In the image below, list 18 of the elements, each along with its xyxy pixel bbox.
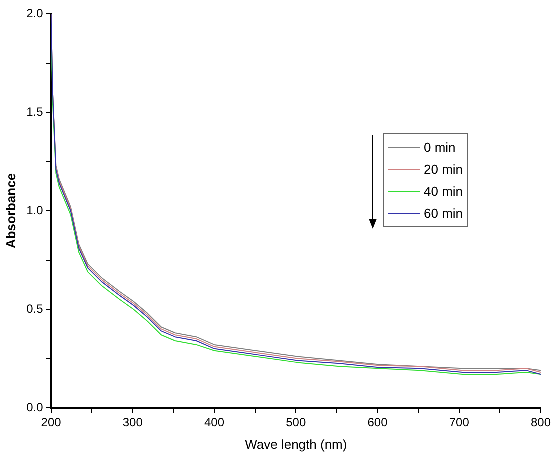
y-tick-label: 1.0 (26, 203, 44, 218)
legend-label: 0 min (424, 140, 456, 154)
x-tick-label: 200 (41, 416, 62, 430)
x-tick-label: 300 (122, 416, 144, 430)
y-tick-label: 1.5 (26, 104, 44, 119)
x-tick-label: 500 (286, 416, 306, 430)
x-tick-label: 800 (530, 416, 552, 430)
y-axis-title: Absorbance (3, 173, 18, 249)
x-axis-title: Wave length (nm) (245, 436, 348, 452)
y-tick-label: 0.0 (26, 400, 44, 414)
legend-label: 20 min (424, 162, 464, 176)
x-tick-label: 700 (449, 416, 470, 430)
legend-label: 40 min (424, 184, 464, 198)
legend-label: 60 min (424, 206, 464, 220)
y-tick-label: 0.5 (26, 302, 44, 316)
y-tick-label: 2.0 (26, 6, 44, 20)
x-tick-label: 400 (204, 416, 225, 430)
x-tick-label: 600 (368, 416, 388, 430)
